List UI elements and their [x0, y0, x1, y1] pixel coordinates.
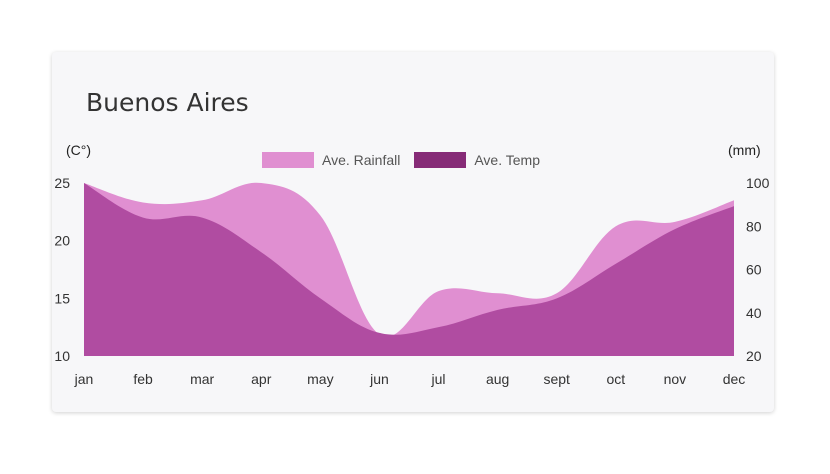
- legend-swatch-rainfall: [262, 152, 314, 168]
- x-tick-label-dec: dec: [723, 371, 746, 387]
- x-tick-label-nov: nov: [664, 371, 687, 387]
- y-right-tick-label: 100: [746, 175, 770, 191]
- y-right-tick-label: 60: [746, 262, 762, 278]
- chart-title: Buenos Aires: [86, 88, 249, 117]
- legend-label-temp: Ave. Temp: [474, 152, 540, 168]
- y-left-tick-label: 20: [54, 233, 70, 249]
- x-tick-label-sept: sept: [543, 371, 570, 387]
- temp-area: [84, 183, 734, 356]
- area-chart: 10 15 20 25 20 40 60 80 100 jan feb mar apr may jun jul…: [54, 175, 770, 387]
- x-tick-label-jul: jul: [431, 371, 446, 387]
- x-tick-label-jan: jan: [74, 371, 94, 387]
- x-tick-label-mar: mar: [190, 371, 214, 387]
- y-left-tick-label: 15: [54, 290, 70, 306]
- x-tick-label-may: may: [307, 371, 333, 387]
- x-tick-label-apr: apr: [251, 371, 272, 387]
- right-axis-unit: (mm): [728, 142, 761, 158]
- y-left-tick-label: 10: [54, 348, 70, 364]
- legend-item-temp[interactable]: Ave. Temp: [414, 152, 540, 168]
- legend: Ave. Rainfall Ave. Temp: [262, 152, 554, 168]
- y-right-tick-label: 40: [746, 305, 762, 321]
- y-right-tick-label: 20: [746, 348, 762, 364]
- chart-card: Buenos Aires (C°) (mm) Ave. Rainfall Ave…: [52, 52, 774, 412]
- legend-swatch-temp: [414, 152, 467, 168]
- x-tick-label-jun: jun: [369, 371, 389, 387]
- x-tick-label-aug: aug: [486, 371, 509, 387]
- y-right-tick-label: 80: [746, 218, 762, 234]
- left-axis-unit: (C°): [66, 142, 92, 158]
- x-tick-label-feb: feb: [133, 371, 153, 387]
- legend-item-rainfall[interactable]: Ave. Rainfall: [262, 152, 400, 168]
- x-tick-label-oct: oct: [606, 371, 625, 387]
- legend-label-rainfall: Ave. Rainfall: [322, 152, 401, 168]
- y-left-tick-label: 25: [54, 175, 70, 191]
